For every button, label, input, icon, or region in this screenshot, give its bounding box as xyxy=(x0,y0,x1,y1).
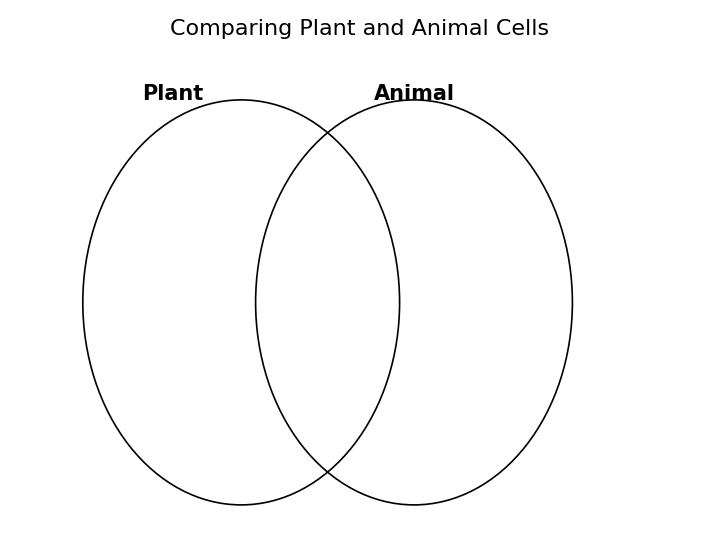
Text: Plant: Plant xyxy=(142,84,204,104)
Text: Animal: Animal xyxy=(374,84,454,104)
Text: Comparing Plant and Animal Cells: Comparing Plant and Animal Cells xyxy=(171,19,549,39)
